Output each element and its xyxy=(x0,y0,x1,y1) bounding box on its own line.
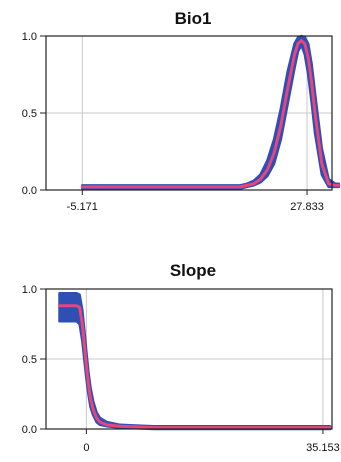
y-tick-label: 1.0 xyxy=(22,284,37,296)
chart-title: Slope xyxy=(170,261,216,280)
mean-response-line xyxy=(58,304,332,430)
x-tick-label: 0 xyxy=(83,442,89,454)
chart-title: Bio1 xyxy=(175,9,212,28)
y-tick-label: 0.5 xyxy=(22,354,37,366)
confidence-band xyxy=(81,34,341,190)
mean-response-line xyxy=(80,39,341,189)
y-tick-label: 0.5 xyxy=(22,108,37,120)
y-tick-label: 0.0 xyxy=(22,424,37,436)
chart-bio1: Bio1 0.0 0.5 1.0 -5.171 27.833 xyxy=(22,9,341,213)
y-tick-label: 0.0 xyxy=(22,185,37,197)
x-tick-label: 27.833 xyxy=(290,201,324,213)
y-tick-label: 1.0 xyxy=(22,31,37,43)
x-tick-label: 35.153 xyxy=(306,442,340,454)
confidence-band xyxy=(58,291,332,431)
x-tick-label: -5.171 xyxy=(67,201,98,213)
chart-slope: Slope 0.0 0.5 1.0 0 35.153 xyxy=(22,261,340,454)
